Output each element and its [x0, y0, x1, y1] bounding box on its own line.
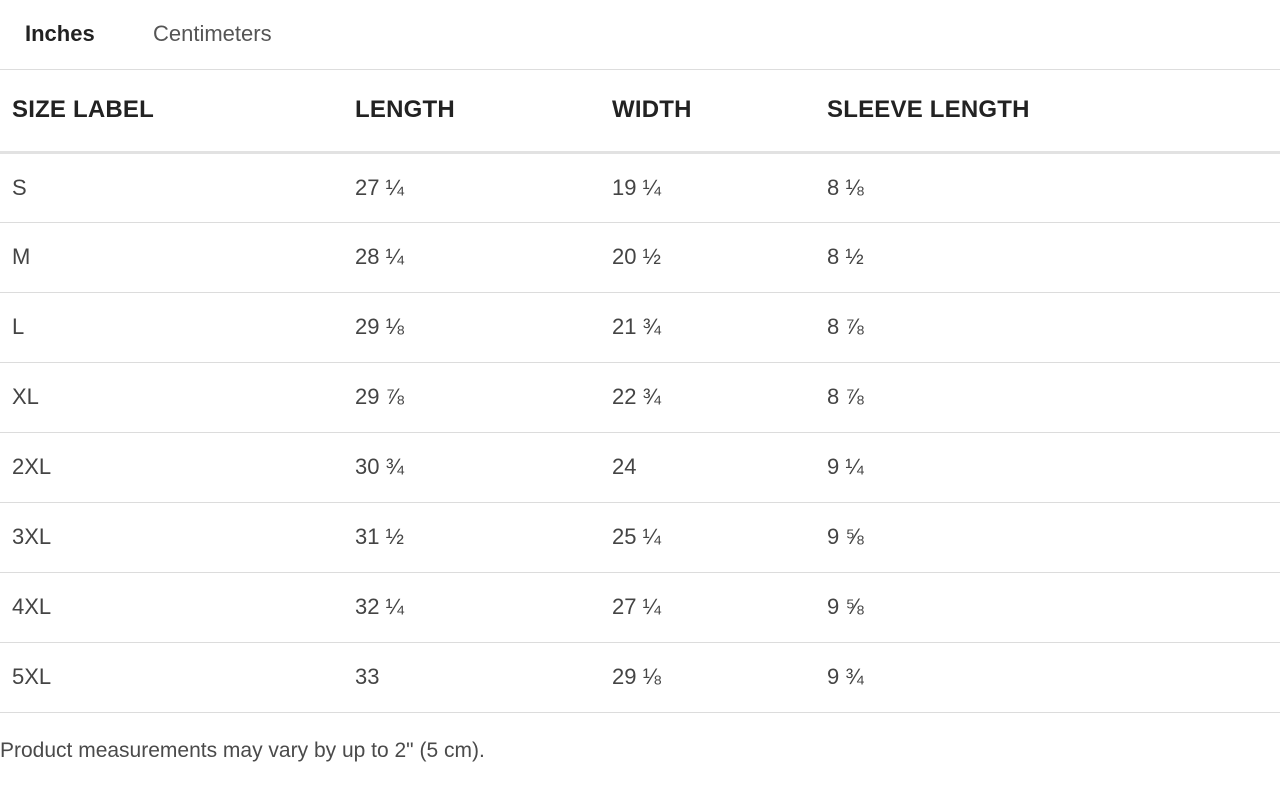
table-row: 3XL 31 ½ 25 ¼ 9 ⅝	[0, 502, 1280, 573]
cell-sleeve-length: 9 ⅝	[815, 502, 1280, 573]
cell-width: 19 ¼	[600, 152, 815, 223]
measurement-note: Product measurements may vary by up to 2…	[0, 738, 485, 762]
cell-sleeve-length: 8 ½	[815, 222, 1280, 293]
cell-size: S	[0, 152, 343, 223]
cell-size: 3XL	[0, 502, 343, 573]
header-size-label: SIZE LABEL	[0, 70, 343, 154]
cell-sleeve-length: 8 ⅞	[815, 292, 1280, 363]
cell-length: 27 ¼	[343, 152, 600, 223]
cell-length: 32 ¼	[343, 572, 600, 643]
cell-width: 22 ¾	[600, 362, 815, 433]
cell-width: 25 ¼	[600, 502, 815, 573]
table-row: S 27 ¼ 19 ¼ 8 ⅛	[0, 152, 1280, 223]
cell-width: 27 ¼	[600, 572, 815, 643]
cell-size: L	[0, 292, 343, 363]
cell-size: M	[0, 222, 343, 293]
cell-width: 24	[600, 432, 815, 503]
cell-size: XL	[0, 362, 343, 433]
cell-sleeve-length: 8 ⅛	[815, 152, 1280, 223]
cell-length: 30 ¾	[343, 432, 600, 503]
cell-length: 28 ¼	[343, 222, 600, 293]
cell-size: 2XL	[0, 432, 343, 503]
cell-sleeve-length: 9 ¾	[815, 642, 1280, 713]
table-row: L 29 ⅛ 21 ¾ 8 ⅞	[0, 292, 1280, 363]
cell-width: 21 ¾	[600, 292, 815, 363]
table-row: XL 29 ⅞ 22 ¾ 8 ⅞	[0, 362, 1280, 433]
cell-size: 5XL	[0, 642, 343, 713]
tab-inches[interactable]: Inches	[25, 21, 95, 46]
header-length: LENGTH	[343, 70, 600, 154]
table-row: M 28 ¼ 20 ½ 8 ½	[0, 222, 1280, 293]
table-header-row: SIZE LABEL LENGTH WIDTH SLEEVE LENGTH	[0, 70, 1280, 154]
cell-size: 4XL	[0, 572, 343, 643]
table-row: 5XL 33 29 ⅛ 9 ¾	[0, 642, 1280, 713]
table-row: 4XL 32 ¼ 27 ¼ 9 ⅝	[0, 572, 1280, 643]
cell-width: 29 ⅛	[600, 642, 815, 713]
cell-length: 29 ⅞	[343, 362, 600, 433]
table-row: 2XL 30 ¾ 24 9 ¼	[0, 432, 1280, 503]
header-sleeve-length: SLEEVE LENGTH	[815, 70, 1280, 154]
cell-length: 33	[343, 642, 600, 713]
cell-length: 29 ⅛	[343, 292, 600, 363]
cell-length: 31 ½	[343, 502, 600, 573]
size-chart-table: SIZE LABEL LENGTH WIDTH SLEEVE LENGTH S …	[0, 70, 1280, 713]
cell-sleeve-length: 8 ⅞	[815, 362, 1280, 433]
cell-width: 20 ½	[600, 222, 815, 293]
tab-centimeters[interactable]: Centimeters	[153, 21, 272, 46]
cell-sleeve-length: 9 ¼	[815, 432, 1280, 503]
header-width: WIDTH	[600, 70, 815, 154]
cell-sleeve-length: 9 ⅝	[815, 572, 1280, 643]
unit-tabs: Inches Centimeters	[0, 0, 1280, 70]
